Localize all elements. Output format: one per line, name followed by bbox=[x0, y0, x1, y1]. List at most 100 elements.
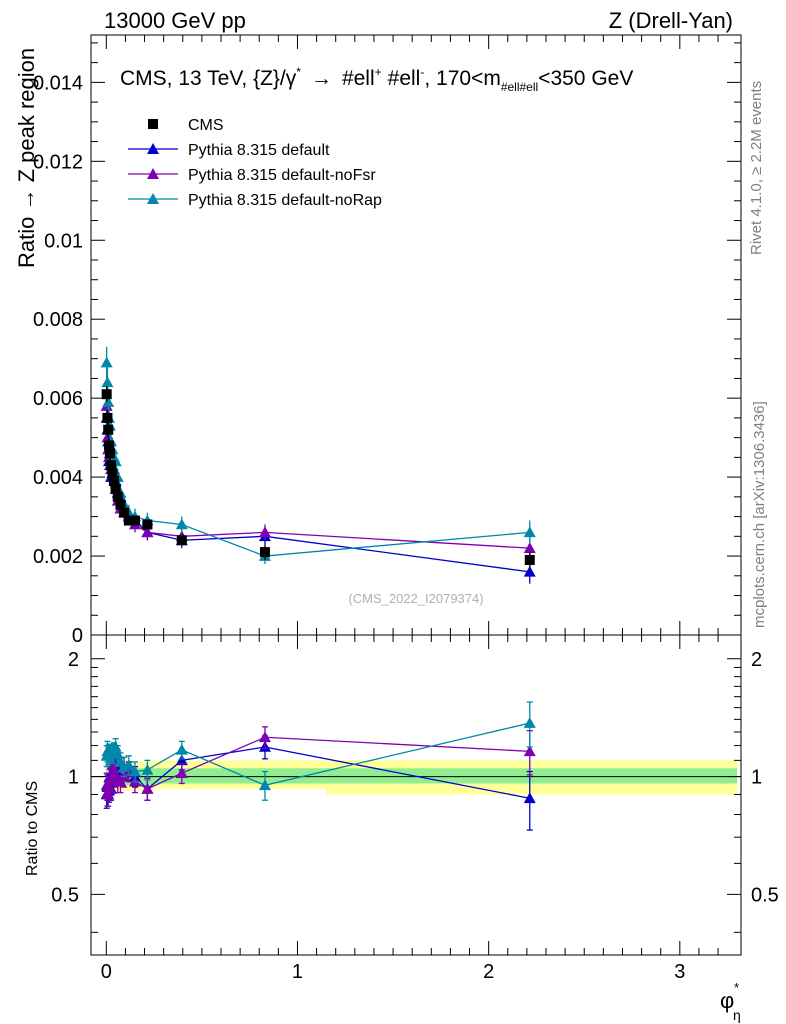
x-axis-label-symbol: φ bbox=[720, 988, 734, 1013]
main-y-tick-label: 0.004 bbox=[33, 467, 83, 489]
main-series-line bbox=[106, 417, 530, 573]
main-y-tick-label: 0.002 bbox=[33, 546, 83, 568]
x-tick-label: 0 bbox=[101, 961, 112, 983]
main-y-tick-label: 0 bbox=[72, 625, 83, 647]
ratio-y-axis-label: Ratio to CMS bbox=[24, 781, 41, 876]
x-tick-label: 1 bbox=[292, 961, 303, 983]
data-point bbox=[108, 476, 119, 487]
ratio-point bbox=[175, 767, 188, 779]
ratio-series-2 bbox=[100, 701, 536, 801]
x-axis-label-sup: * bbox=[734, 980, 739, 995]
ratio-point bbox=[109, 741, 122, 752]
ratio-y-tick-label-right: 2 bbox=[751, 649, 762, 671]
title-arrow: → bbox=[311, 67, 332, 90]
ratio-point bbox=[122, 759, 135, 770]
title-suffix: <350 GeV bbox=[538, 67, 633, 90]
data-point bbox=[102, 396, 115, 407]
legend-marker bbox=[147, 143, 159, 154]
title-prefix: CMS, 13 TeV, {Z}/γ bbox=[120, 67, 297, 90]
legend-label: Pythia 8.315 default-noFsr bbox=[188, 167, 376, 184]
header-left: 13000 GeV pp bbox=[104, 8, 246, 33]
analysis-watermark: (CMS_2022_I2079374) bbox=[348, 591, 483, 606]
data-point bbox=[102, 412, 113, 423]
legend-entry: Pythia 8.315 default bbox=[128, 142, 330, 159]
data-point bbox=[104, 448, 115, 459]
ratio-point bbox=[523, 745, 536, 757]
legend-entry: Pythia 8.315 default-noRap bbox=[128, 192, 382, 209]
header-right: Z (Drell-Yan) bbox=[609, 8, 733, 33]
title-ell2: #ell bbox=[388, 67, 421, 90]
ratio-point bbox=[523, 792, 536, 804]
main-series-2 bbox=[100, 390, 536, 560]
ratio-panel-frame bbox=[90, 634, 742, 956]
title-plus: + bbox=[375, 65, 382, 79]
data-point bbox=[110, 483, 121, 494]
mcplots-label: mcplots.cern.ch [arXiv:1306.3436] bbox=[751, 401, 768, 628]
data-point bbox=[176, 535, 187, 546]
main-y-tick-label: 0.008 bbox=[33, 309, 83, 331]
main-y-axis-label: Ratio → Z peak region bbox=[14, 48, 39, 268]
main-y-tick-label: 0.012 bbox=[33, 151, 83, 173]
ratio-point bbox=[128, 765, 141, 777]
data-point bbox=[524, 555, 535, 565]
data-point bbox=[523, 526, 536, 538]
legend-label: Pythia 8.315 default bbox=[188, 142, 330, 159]
legend-marker bbox=[147, 193, 159, 204]
ratio-point bbox=[258, 779, 271, 791]
legend-marker bbox=[148, 119, 158, 129]
ratio-point bbox=[141, 763, 154, 775]
ratio-series-1 bbox=[100, 726, 536, 807]
data-point bbox=[101, 376, 114, 388]
main-y-tick-label: 0.006 bbox=[33, 388, 83, 410]
title-mid: , 170<m bbox=[424, 67, 500, 90]
ratio-y-tick-label: 1 bbox=[68, 767, 79, 789]
ratio-y-tick-label-right: 0.5 bbox=[751, 884, 779, 906]
main-y-tick-label: 0.014 bbox=[33, 72, 83, 94]
title-ell1: #ell bbox=[342, 67, 375, 90]
data-point bbox=[100, 356, 113, 368]
ratio-point bbox=[175, 754, 188, 766]
data-point bbox=[129, 515, 140, 526]
data-point bbox=[523, 565, 536, 577]
data-point bbox=[141, 526, 154, 538]
data-point bbox=[142, 519, 153, 530]
legend-marker bbox=[147, 168, 159, 179]
main-series-0 bbox=[101, 386, 535, 568]
title-minus: - bbox=[420, 65, 424, 79]
data-point bbox=[123, 515, 134, 526]
ratio-point bbox=[258, 731, 271, 743]
ratio-point bbox=[523, 717, 536, 728]
data-point bbox=[258, 526, 271, 538]
main-series-line bbox=[106, 406, 530, 549]
main-series-1 bbox=[100, 402, 536, 584]
ratio-y-tick-label: 2 bbox=[68, 649, 79, 671]
data-point bbox=[101, 389, 112, 400]
ratio-y-tick-label: 0.5 bbox=[51, 884, 79, 906]
ratio-point bbox=[175, 743, 188, 755]
legend-entry: CMS bbox=[148, 117, 224, 134]
title-star: * bbox=[296, 65, 301, 79]
chart-title: CMS, 13 TeV, {Z}/γ* → #ell+ #ell-, 170<m#el… bbox=[120, 65, 633, 94]
legend-label: Pythia 8.315 default-noRap bbox=[188, 192, 382, 209]
axes-ticks: 0 0.002 0.004 0.006 0.008 0.01 0.012 0.014 0 1 2 3 0… bbox=[33, 35, 779, 983]
main-panel-data bbox=[100, 346, 536, 584]
ratio-point bbox=[102, 788, 115, 800]
rivet-version-label: Rivet 4.1.0, ≥ 2.2M events bbox=[748, 81, 765, 255]
main-y-tick-label: 0.01 bbox=[44, 230, 83, 252]
ratio-panel-data bbox=[100, 701, 536, 831]
data-point bbox=[112, 491, 123, 502]
legend-label: CMS bbox=[188, 117, 224, 134]
data-point bbox=[523, 542, 536, 553]
data-point bbox=[103, 440, 114, 451]
data-point bbox=[103, 424, 114, 435]
data-point bbox=[175, 518, 188, 530]
data-point bbox=[107, 468, 118, 479]
main-series-3 bbox=[100, 346, 536, 564]
stat-uncertainty-band bbox=[154, 768, 327, 784]
x-axis-label-sub: η bbox=[733, 1007, 741, 1023]
legend-entry: Pythia 8.315 default-noFsr bbox=[128, 167, 376, 184]
title-sub: #ell#ell bbox=[501, 80, 538, 94]
x-axis-label: φ bbox=[720, 988, 734, 1013]
data-point bbox=[106, 460, 117, 471]
